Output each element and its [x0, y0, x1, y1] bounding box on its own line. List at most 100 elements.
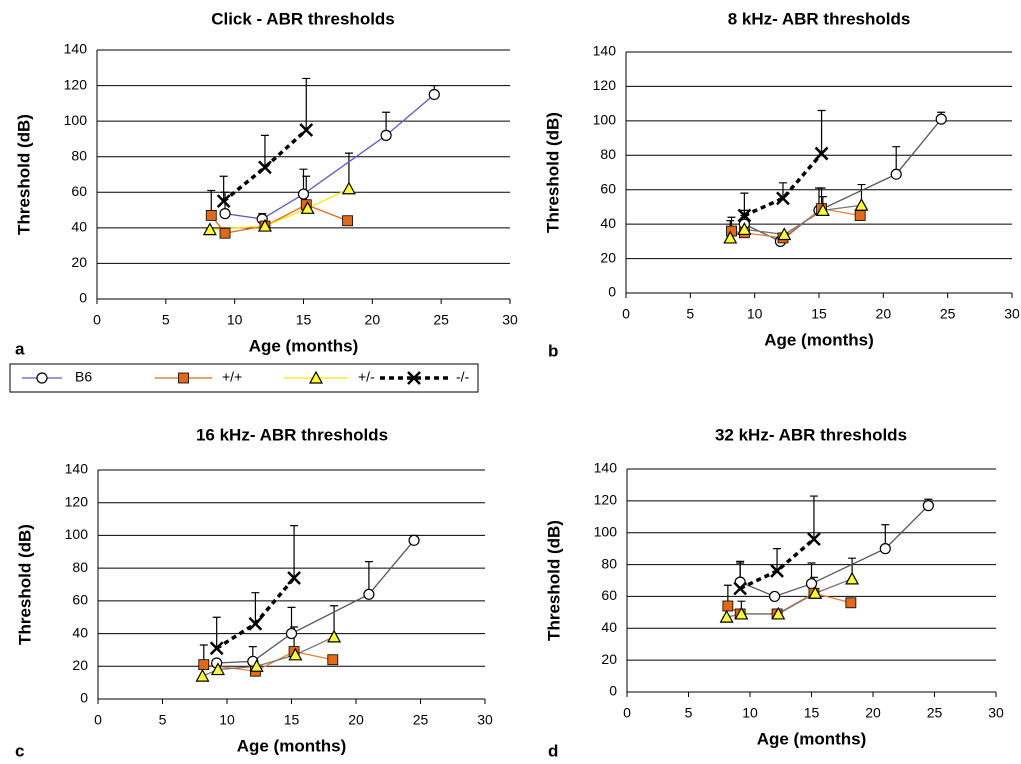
y-tick-label: 40 — [72, 624, 88, 640]
x-tick-label: 5 — [159, 712, 167, 728]
x-tick-label: 10 — [227, 312, 243, 328]
y-tick-label: 100 — [65, 526, 89, 542]
marker — [737, 208, 752, 223]
error-bar — [773, 548, 782, 571]
y-tick-label: 140 — [593, 43, 617, 59]
marker — [341, 181, 356, 195]
error-bar — [260, 134, 269, 168]
series-line — [743, 152, 823, 218]
y-tick-label: 60 — [72, 592, 88, 608]
marker — [257, 218, 272, 232]
marker — [363, 588, 375, 600]
y-tick-label: 20 — [601, 651, 617, 667]
legend-label: -/- — [456, 369, 470, 385]
x-tick-label: 10 — [219, 712, 235, 728]
x-tick-label: 20 — [876, 306, 892, 322]
marker — [285, 627, 298, 640]
marker — [722, 600, 734, 612]
y-tick-label: 100 — [594, 523, 618, 539]
y-axis-label: Threshold (dB) — [14, 114, 33, 235]
marker — [210, 662, 225, 676]
marker — [380, 129, 392, 141]
error-bar — [212, 616, 221, 649]
panel-label: d — [548, 741, 558, 760]
marker — [734, 606, 749, 620]
marker — [723, 230, 738, 244]
y-tick-label: 120 — [65, 493, 89, 509]
marker — [219, 208, 231, 220]
legend-label: +/- — [358, 369, 375, 385]
marker — [248, 616, 263, 631]
marker — [815, 203, 830, 216]
chart-title: 32 kHz- ABR thresholds — [715, 425, 907, 444]
x-axis-label: Age (months) — [757, 729, 867, 748]
marker — [935, 113, 947, 125]
panel-label: a — [15, 339, 25, 358]
error-bar — [219, 175, 228, 202]
x-axis-label: Age (months) — [764, 330, 874, 349]
x-tick-label: 30 — [477, 712, 493, 728]
marker — [719, 609, 734, 623]
x-tick-label: 25 — [433, 312, 449, 328]
marker — [854, 197, 869, 211]
y-tick-label: 20 — [71, 254, 87, 270]
marker — [219, 227, 231, 239]
x-tick-label: 0 — [623, 705, 631, 721]
x-axis-label: Age (months) — [237, 736, 347, 755]
x-tick-label: 0 — [93, 312, 101, 328]
error-bar — [251, 592, 260, 624]
y-tick-label: 40 — [600, 215, 616, 231]
marker — [288, 647, 303, 661]
marker — [36, 372, 48, 384]
error-bar — [290, 525, 299, 578]
x-tick-label: 15 — [811, 306, 827, 322]
marker — [922, 500, 934, 512]
x-tick-label: 30 — [1004, 306, 1020, 322]
marker — [814, 146, 829, 161]
y-tick-label: 80 — [71, 147, 87, 163]
x-tick-label: 20 — [348, 712, 364, 728]
marker — [879, 543, 891, 555]
y-tick-label: 20 — [72, 657, 88, 673]
y-tick-label: 120 — [594, 492, 618, 508]
series-line — [222, 128, 308, 203]
y-tick-label: 40 — [601, 619, 617, 635]
series-line — [739, 505, 929, 598]
chart-title: 8 kHz- ABR thresholds — [728, 9, 911, 28]
marker — [768, 590, 781, 603]
marker — [327, 629, 342, 643]
marker — [777, 227, 792, 241]
chart-title: Click - ABR thresholds — [211, 9, 395, 28]
error-bar — [302, 77, 311, 131]
marker — [299, 123, 314, 137]
y-tick-label: 100 — [64, 112, 88, 128]
y-tick-label: 60 — [601, 587, 617, 603]
error-bar — [809, 495, 818, 540]
marker — [178, 372, 189, 384]
marker — [198, 659, 210, 671]
y-axis-label: Threshold (dB) — [15, 524, 34, 645]
marker — [327, 654, 339, 666]
marker — [808, 585, 823, 599]
x-tick-label: 15 — [284, 712, 300, 728]
y-tick-label: 0 — [609, 683, 617, 699]
y-tick-label: 120 — [593, 77, 617, 93]
y-tick-label: 40 — [71, 219, 87, 235]
marker — [776, 191, 790, 206]
y-tick-label: 0 — [79, 290, 87, 306]
x-tick-label: 0 — [94, 712, 102, 728]
legend-label: +/+ — [222, 369, 242, 385]
series-line — [731, 207, 861, 239]
marker — [297, 188, 310, 200]
marker — [205, 210, 217, 221]
marker — [342, 215, 353, 227]
panel-label: b — [548, 341, 558, 360]
y-tick-label: 80 — [600, 146, 616, 162]
marker — [308, 370, 324, 384]
y-tick-label: 20 — [600, 249, 616, 265]
marker — [287, 571, 301, 585]
x-tick-label: 25 — [413, 712, 429, 728]
marker — [407, 371, 421, 385]
x-tick-label: 15 — [296, 312, 312, 328]
series-line — [209, 188, 350, 231]
